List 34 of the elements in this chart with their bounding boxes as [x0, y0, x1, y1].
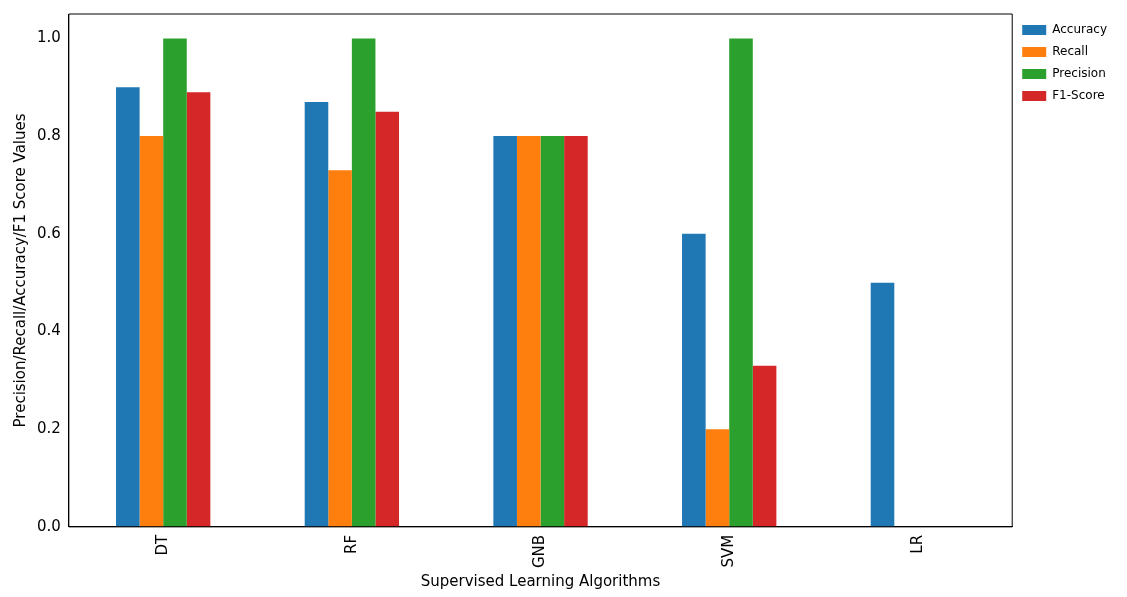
bar — [705, 429, 730, 527]
bar — [186, 92, 211, 527]
bar — [163, 38, 187, 527]
legend-label: F1-Score — [1052, 88, 1105, 103]
y-axis-title: Precision/Recall/Accuracy/F1 Score Values — [10, 113, 29, 428]
bar — [328, 170, 352, 527]
bar — [516, 136, 541, 527]
x-tick-label: LR — [907, 534, 926, 554]
y-tick-label: 1.0 — [37, 28, 61, 47]
y-tick-label: 0.2 — [37, 419, 61, 438]
x-tick-label: RF — [341, 534, 360, 554]
bar — [540, 136, 565, 527]
bar — [493, 136, 517, 527]
x-tick-label: SVM — [719, 534, 738, 568]
bar — [870, 282, 895, 527]
legend-label: Precision — [1052, 66, 1106, 81]
y-tick-label: 0.4 — [37, 321, 61, 340]
y-tick-label: 0.8 — [37, 126, 61, 144]
legend-label: Accuracy — [1052, 22, 1108, 37]
bar — [375, 111, 400, 527]
x-axis-title: Supervised Learning Algorithms — [420, 571, 661, 590]
y-tick-label: 0.6 — [37, 223, 61, 242]
bar — [304, 101, 329, 527]
bar — [351, 38, 376, 527]
bar — [564, 136, 588, 527]
bar — [752, 365, 777, 527]
x-tick-label: DT — [153, 534, 172, 556]
bar — [729, 38, 753, 527]
bar — [682, 233, 706, 527]
y-tick-label: 0.0 — [37, 516, 61, 535]
bar — [116, 87, 140, 527]
x-tick-label: GNB — [530, 534, 549, 569]
bar — [139, 136, 164, 527]
legend-label: Recall — [1052, 44, 1089, 59]
